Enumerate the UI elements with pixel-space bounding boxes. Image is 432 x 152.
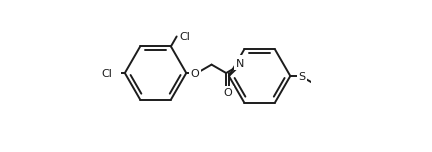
Text: S: S (298, 72, 305, 82)
Text: O: O (190, 69, 199, 79)
Text: N: N (236, 59, 245, 69)
Text: Cl: Cl (179, 32, 190, 42)
Text: O: O (223, 88, 232, 98)
Text: H: H (238, 57, 245, 67)
Text: Cl: Cl (101, 69, 112, 79)
